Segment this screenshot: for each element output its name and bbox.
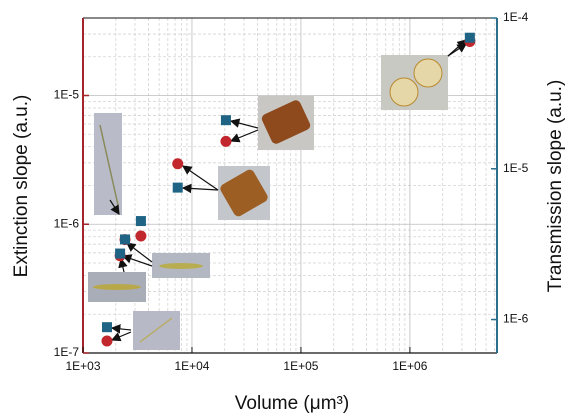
image-detail (390, 78, 418, 106)
circle-point (101, 335, 112, 346)
arrow (112, 332, 131, 340)
arrow (123, 256, 152, 266)
square-point (465, 33, 475, 43)
image-detail (93, 284, 141, 290)
x-tick-label: 1E+05 (283, 359, 318, 373)
arrow (448, 40, 466, 56)
y-tick-label: 1E-6 (54, 216, 80, 230)
circle-point (172, 158, 183, 169)
y2-tick-label: 1E-6 (503, 312, 529, 326)
image-detail (414, 59, 442, 87)
arrow (231, 121, 258, 128)
square-point (102, 322, 112, 332)
arrow (183, 188, 218, 190)
square-point (221, 115, 231, 125)
y2-tick-label: 1E-5 (503, 161, 529, 175)
image (94, 113, 122, 215)
x-tick-label: 1E+03 (65, 359, 100, 373)
y-tick-label: 1E-7 (54, 345, 80, 359)
arrow (231, 130, 258, 141)
y2-tick-label: 1E-4 (503, 10, 529, 24)
x-axis-title: Volume (μm³) (235, 393, 349, 414)
arrow (183, 166, 218, 190)
circle-point (135, 231, 146, 242)
y-axis-title: Extinction slope (a.u.) (11, 95, 32, 278)
square-point (120, 234, 130, 244)
image-detail (159, 263, 203, 269)
x-tick-label: 1E+06 (392, 359, 427, 373)
x-tick-label: 1E+04 (174, 359, 209, 373)
square-point (173, 183, 183, 193)
circle-point (220, 136, 231, 147)
y-tick-label: 1E-5 (54, 88, 80, 102)
y2-axis-title: Transmission slope (a.u.) (545, 80, 566, 293)
arrow (112, 328, 131, 330)
square-point (136, 216, 146, 226)
chart: Volume (μm³) Extinction slope (a.u.) Tra… (0, 0, 568, 418)
square-point (115, 249, 125, 259)
